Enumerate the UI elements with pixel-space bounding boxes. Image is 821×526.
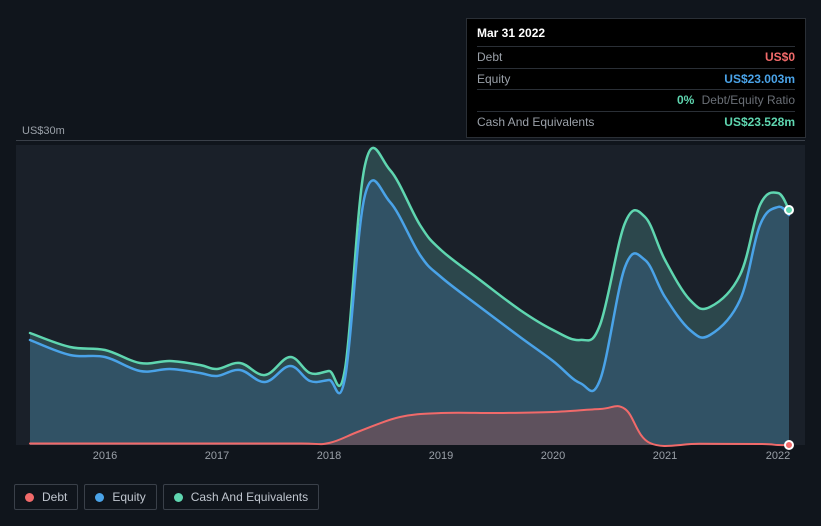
legend-item-label: Cash And Equivalents bbox=[191, 490, 308, 504]
debt-dot-icon bbox=[25, 493, 34, 502]
series-end-marker bbox=[784, 205, 794, 215]
x-axis-label: 2020 bbox=[541, 450, 565, 462]
chart-root: { "tooltip": { "date": "Mar 31 2022", "r… bbox=[0, 0, 821, 526]
series-end-marker bbox=[784, 440, 794, 450]
tooltip-date: Mar 31 2022 bbox=[477, 25, 795, 46]
tooltip-row-value: 0% Debt/Equity Ratio bbox=[677, 92, 795, 109]
tooltip-row: Equity US$23.003m bbox=[477, 68, 795, 90]
tooltip-row-label: Cash And Equivalents bbox=[477, 114, 594, 131]
legend-item-debt[interactable]: Debt bbox=[14, 484, 78, 510]
legend-item-cash[interactable]: Cash And Equivalents bbox=[163, 484, 319, 510]
cash-dot-icon bbox=[174, 493, 183, 502]
tooltip-row: 0% Debt/Equity Ratio bbox=[477, 89, 795, 111]
tooltip-row-label: Debt bbox=[477, 49, 502, 66]
legend-item-label: Equity bbox=[112, 490, 145, 504]
plot-svg bbox=[16, 145, 805, 445]
tooltip-row: Debt US$0 bbox=[477, 46, 795, 68]
x-axis-label: 2021 bbox=[653, 450, 677, 462]
y-axis-max-label: US$30m bbox=[22, 125, 65, 137]
tooltip-row-value: US$23.528m bbox=[724, 114, 795, 131]
x-axis-label: 2022 bbox=[766, 450, 790, 462]
chart-tooltip: Mar 31 2022 Debt US$0 Equity US$23.003m 0% D… bbox=[466, 18, 806, 138]
legend-item-equity[interactable]: Equity bbox=[84, 484, 156, 510]
plot-area[interactable] bbox=[16, 145, 805, 445]
legend-item-label: Debt bbox=[42, 490, 67, 504]
tooltip-row-value: US$0 bbox=[765, 49, 795, 66]
x-axis-label: 2017 bbox=[205, 450, 229, 462]
tooltip-row-suffix: Debt/Equity Ratio bbox=[698, 93, 795, 107]
x-axis-label: 2018 bbox=[317, 450, 341, 462]
plot-top-border bbox=[16, 140, 805, 141]
tooltip-row-label: Equity bbox=[477, 71, 510, 88]
tooltip-row-value: US$23.003m bbox=[724, 71, 795, 88]
equity-dot-icon bbox=[95, 493, 104, 502]
tooltip-row: Cash And Equivalents US$23.528m bbox=[477, 111, 795, 133]
legend: Debt Equity Cash And Equivalents bbox=[14, 484, 319, 510]
x-axis-label: 2019 bbox=[429, 450, 453, 462]
x-axis-label: 2016 bbox=[93, 450, 117, 462]
